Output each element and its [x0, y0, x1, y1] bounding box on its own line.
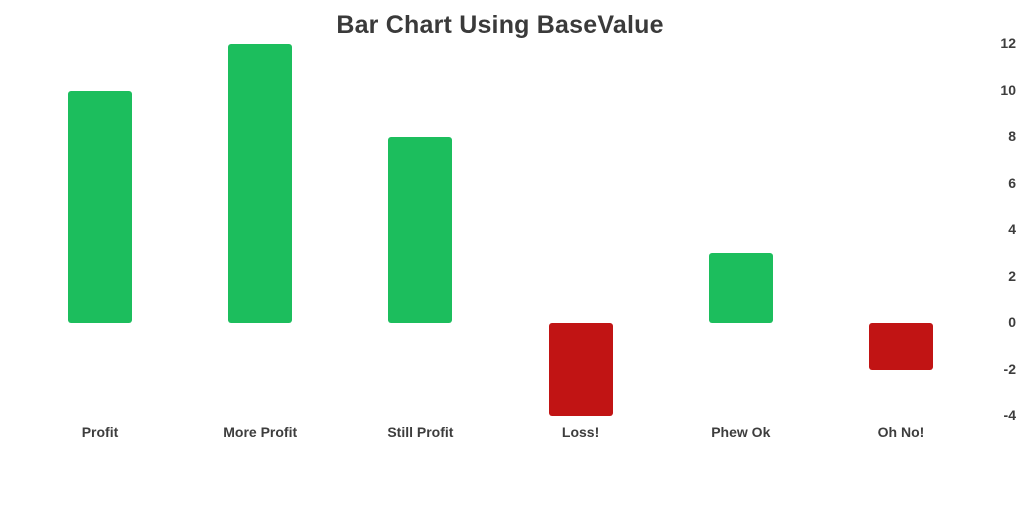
x-axis-label-more-profit: More Profit [223, 424, 298, 440]
x-axis-label-loss: Loss! [561, 424, 600, 440]
y-axis-tick-label-2: 2 [1008, 267, 1016, 284]
bar-more-profit[interactable] [228, 44, 293, 324]
y-axis-tick-label-6: 6 [1008, 174, 1016, 191]
y-axis-tick-label--2: -2 [1003, 360, 1016, 377]
y-axis-tick-label-12: 12 [1000, 35, 1016, 52]
x-axis-label-oh-no: Oh No! [877, 424, 925, 440]
x-axis-label-profit: Profit [81, 424, 119, 440]
bar-still-profit[interactable] [388, 137, 453, 324]
bar-oh-no[interactable] [869, 323, 933, 370]
chart-title: Bar Chart Using BaseValue [336, 11, 664, 39]
y-axis-tick-label-8: 8 [1008, 128, 1016, 145]
bar-phew-ok[interactable] [708, 253, 773, 324]
x-axis-label-phew-ok: Phew Ok [711, 424, 771, 440]
y-axis-tick-label-4: 4 [1008, 221, 1016, 238]
bar-profit[interactable] [68, 90, 132, 324]
y-axis-tick-label--4: -4 [1003, 407, 1016, 424]
y-axis-tick-label-0: 0 [1008, 314, 1016, 331]
x-axis-label-still-profit: Still Profit [387, 424, 454, 440]
y-axis-tick-label-10: 10 [1000, 81, 1016, 98]
bar-loss[interactable] [548, 323, 613, 417]
